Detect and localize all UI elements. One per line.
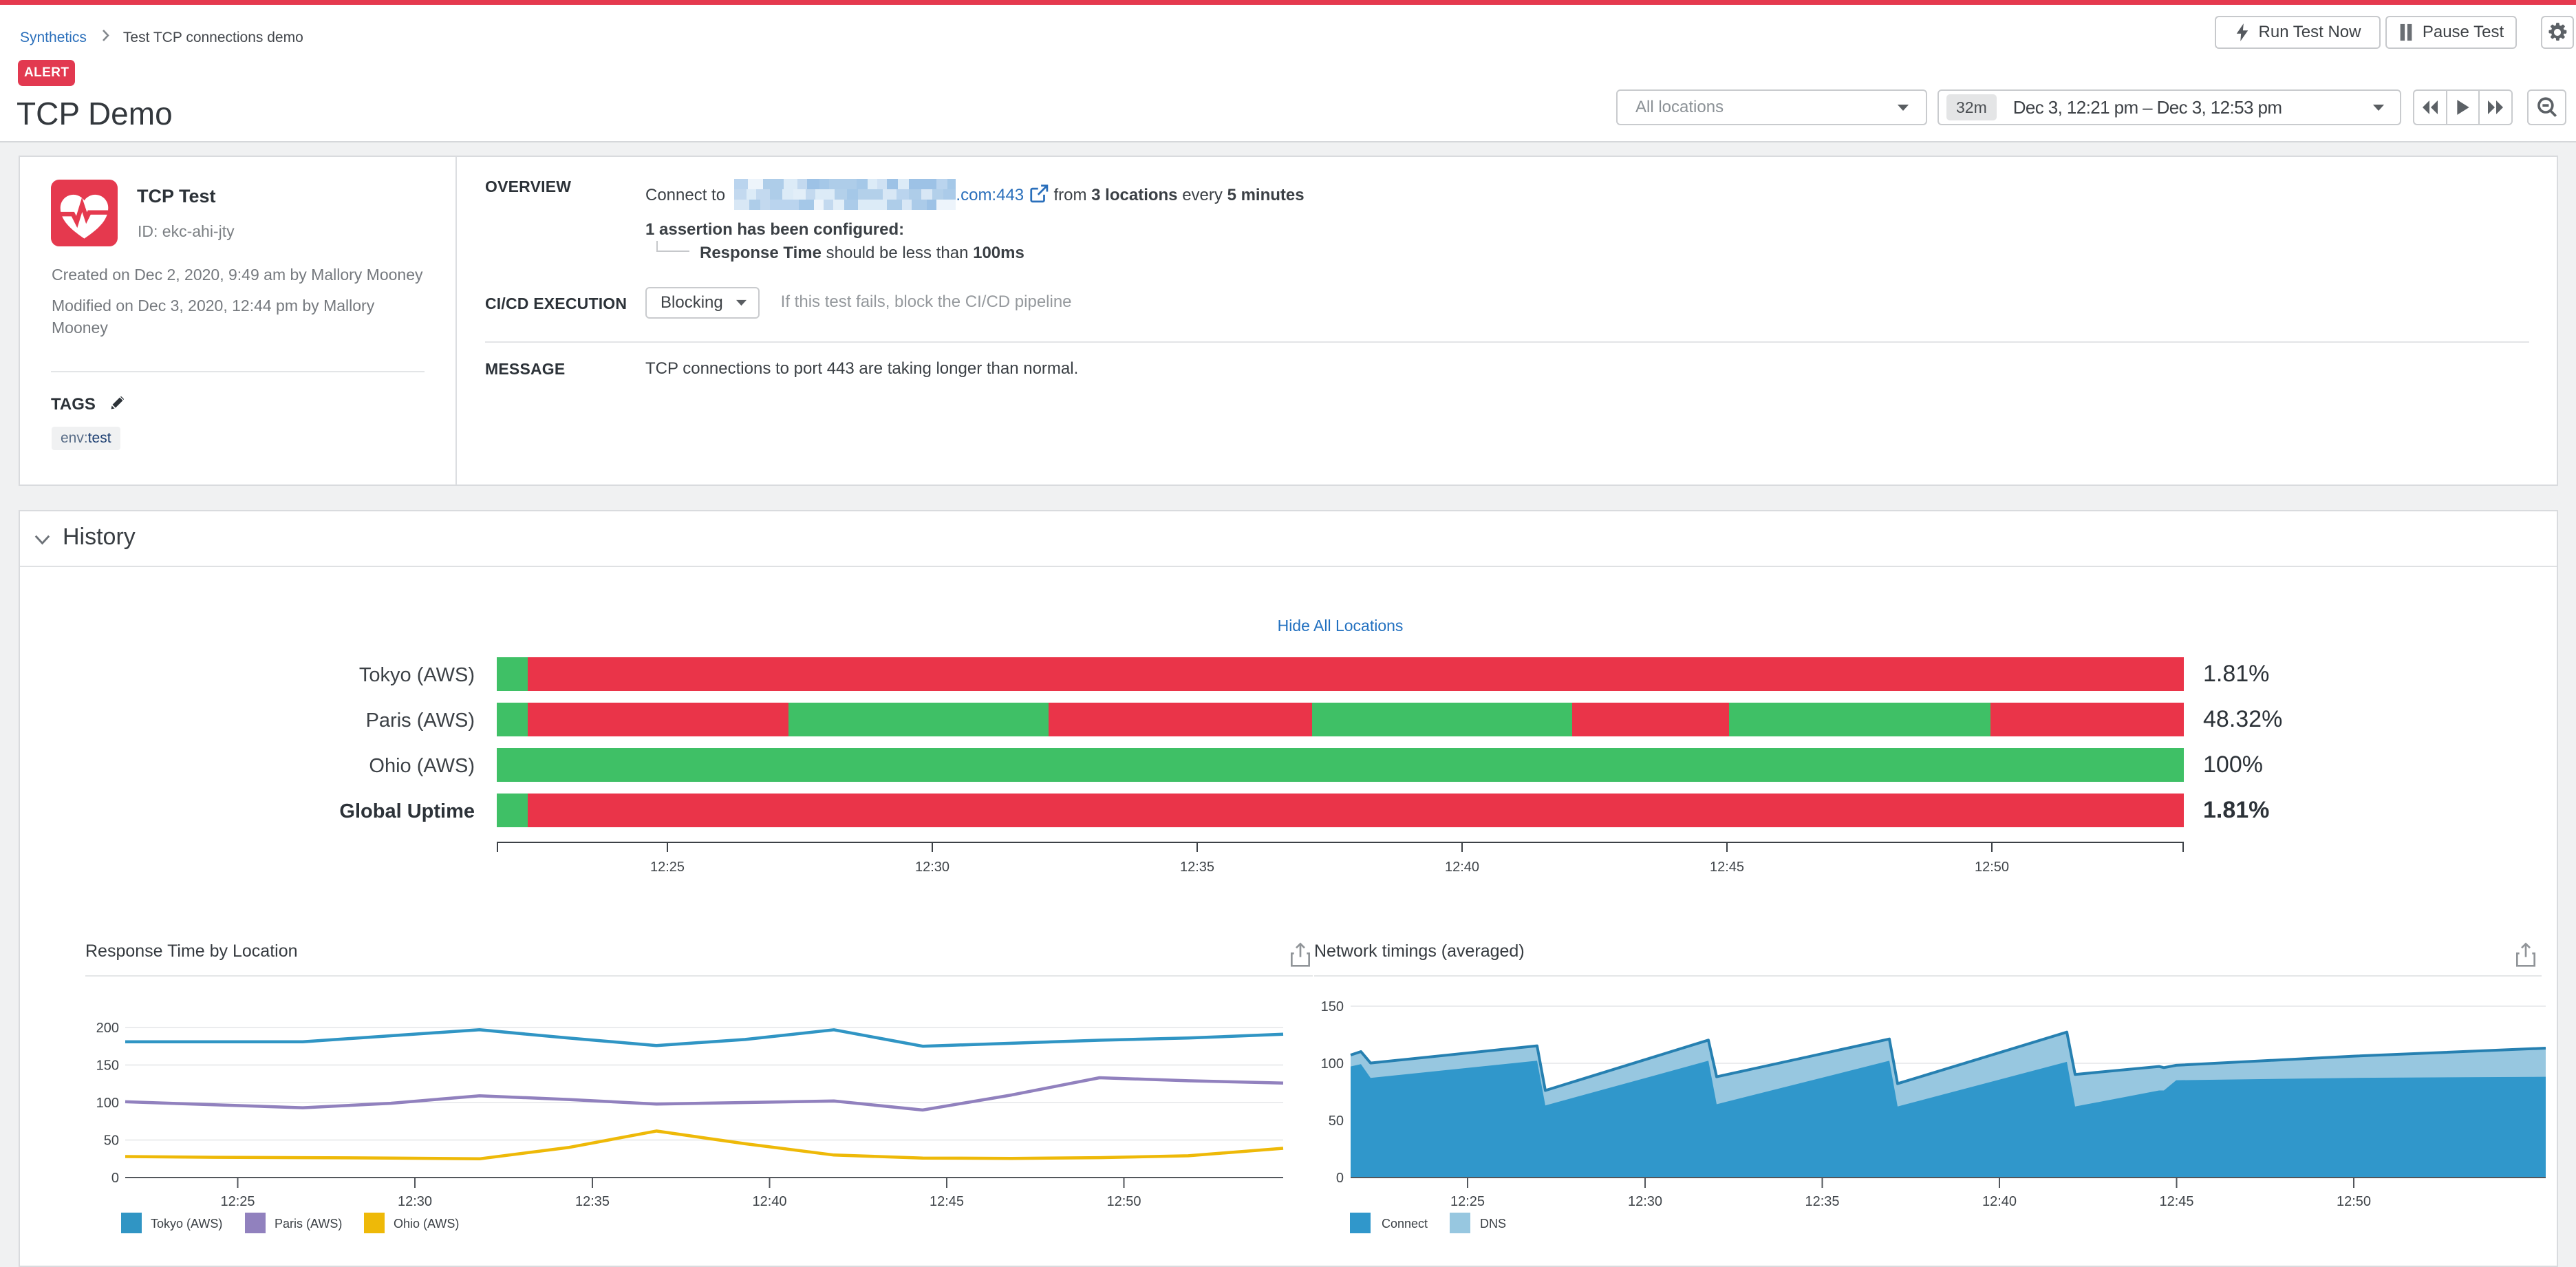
svg-text:12:40: 12:40 [752,1194,786,1209]
svg-text:12:35: 12:35 [1805,1194,1839,1209]
svg-text:Tokyo (AWS): Tokyo (AWS) [151,1217,222,1231]
svg-text:50: 50 [104,1133,119,1149]
svg-text:12:35: 12:35 [575,1194,610,1209]
svg-text:50: 50 [1329,1114,1344,1129]
svg-text:12:45: 12:45 [2159,1194,2193,1209]
svg-text:12:25: 12:25 [650,860,685,875]
svg-text:Connect: Connect [1382,1217,1428,1231]
svg-text:12:50: 12:50 [2337,1194,2371,1209]
svg-text:12:50: 12:50 [1975,860,2009,875]
svg-text:12:50: 12:50 [1106,1194,1141,1209]
svg-text:12:35: 12:35 [1180,860,1214,875]
svg-text:200: 200 [96,1021,119,1036]
svg-text:150: 150 [1321,999,1344,1014]
svg-text:12:30: 12:30 [1628,1194,1662,1209]
svg-text:100: 100 [96,1096,119,1111]
svg-text:12:30: 12:30 [398,1194,432,1209]
svg-text:12:25: 12:25 [1450,1194,1485,1209]
svg-text:12:40: 12:40 [1982,1194,2017,1209]
svg-text:12:45: 12:45 [1710,860,1744,875]
svg-text:Ohio (AWS): Ohio (AWS) [394,1217,459,1231]
svg-text:12:40: 12:40 [1445,860,1479,875]
svg-text:Paris (AWS): Paris (AWS) [275,1217,342,1231]
svg-text:0: 0 [1336,1171,1344,1186]
svg-text:100: 100 [1321,1056,1344,1072]
svg-text:0: 0 [111,1171,119,1186]
svg-text:DNS: DNS [1480,1217,1506,1231]
svg-text:12:45: 12:45 [930,1194,964,1209]
svg-text:150: 150 [96,1058,119,1074]
svg-text:12:30: 12:30 [915,860,949,875]
svg-text:12:25: 12:25 [220,1194,255,1209]
